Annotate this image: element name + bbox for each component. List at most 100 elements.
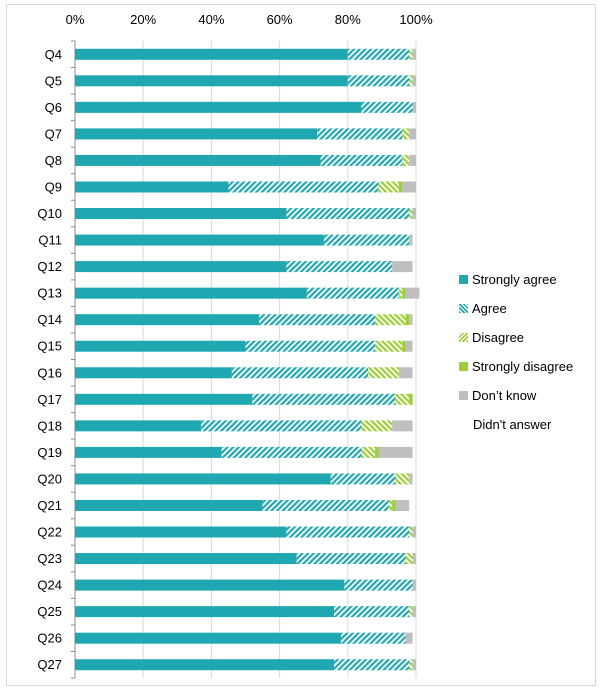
legend-item: Disagree bbox=[459, 323, 573, 352]
bar-segment bbox=[409, 473, 413, 485]
bar-segment bbox=[228, 181, 379, 193]
bar-segment bbox=[409, 75, 413, 87]
bar-segment bbox=[412, 75, 416, 87]
legend-label: Don’t know bbox=[472, 388, 537, 403]
y-tick-label: Q18 bbox=[37, 418, 62, 433]
x-tick-label: 80% bbox=[335, 12, 361, 27]
y-tick-label: Q20 bbox=[37, 471, 62, 486]
bar-segment bbox=[75, 553, 297, 565]
legend: Strongly agree Agree Disagree Strongly d… bbox=[459, 265, 573, 439]
bar-segment bbox=[323, 234, 410, 246]
bar-segment bbox=[398, 287, 403, 299]
bar-segment bbox=[361, 101, 413, 113]
bar-segment bbox=[412, 606, 416, 618]
legend-swatch bbox=[459, 391, 468, 400]
bar-segment bbox=[320, 154, 403, 166]
bar-segment bbox=[409, 234, 413, 246]
bar-segment bbox=[75, 261, 287, 273]
bar-segment bbox=[286, 261, 393, 273]
bar-segment bbox=[75, 314, 260, 326]
legend-item: Didn't answer bbox=[459, 410, 573, 439]
bar-segment bbox=[409, 659, 413, 671]
bar-segment bbox=[405, 632, 413, 644]
bar-segment bbox=[262, 499, 389, 511]
legend-item: Strongly disagree bbox=[459, 352, 573, 381]
bar-segment bbox=[409, 128, 416, 140]
bar-segment bbox=[330, 473, 396, 485]
bar-segment bbox=[75, 101, 362, 113]
bar-segment bbox=[412, 48, 416, 60]
bar-segment bbox=[334, 606, 410, 618]
bar-segment bbox=[75, 75, 348, 87]
bar-segment bbox=[409, 393, 413, 405]
bar-segment bbox=[392, 261, 413, 273]
bar-segment bbox=[75, 499, 263, 511]
bar-segment bbox=[412, 526, 416, 538]
y-tick-label: Q12 bbox=[37, 259, 62, 274]
bar-segment bbox=[344, 579, 413, 591]
bar-segment bbox=[75, 632, 341, 644]
chart-frame bbox=[6, 4, 596, 686]
legend-label: Didn't answer bbox=[473, 417, 552, 432]
bar-segment bbox=[375, 314, 406, 326]
y-tick-label: Q17 bbox=[37, 392, 62, 407]
bar-segment bbox=[412, 208, 416, 220]
bar-segment bbox=[231, 367, 369, 379]
y-tick-label: Q5 bbox=[45, 73, 62, 88]
bar-segment bbox=[412, 101, 416, 113]
bar-segment bbox=[334, 659, 410, 671]
bar-segment bbox=[306, 287, 399, 299]
bar-segment bbox=[405, 340, 413, 352]
legend-label: Disagree bbox=[472, 330, 525, 345]
bar-segment bbox=[75, 208, 287, 220]
bar-segment bbox=[201, 420, 362, 432]
y-tick-label: Q8 bbox=[45, 153, 62, 168]
bar-segment bbox=[388, 499, 393, 511]
bar-segment bbox=[412, 579, 416, 591]
bar-segment bbox=[75, 154, 321, 166]
bar-segment bbox=[75, 128, 318, 140]
bar-segment bbox=[252, 393, 396, 405]
bar-segment bbox=[368, 367, 399, 379]
bar-segment bbox=[75, 367, 232, 379]
x-tick-label: 60% bbox=[267, 12, 293, 27]
bar-segment bbox=[75, 340, 246, 352]
y-tick-label: Q24 bbox=[37, 578, 62, 593]
bar-segment bbox=[395, 499, 410, 511]
y-tick-label: Q6 bbox=[45, 100, 62, 115]
y-tick-label: Q13 bbox=[37, 286, 62, 301]
bar-segment bbox=[75, 659, 335, 671]
bar-segment bbox=[405, 314, 410, 326]
legend-label: Strongly disagree bbox=[472, 359, 574, 374]
x-tick-label: 100% bbox=[399, 12, 433, 27]
bar-segment bbox=[317, 128, 403, 140]
bar-segment bbox=[378, 181, 399, 193]
y-tick-label: Q21 bbox=[37, 498, 62, 513]
y-tick-label: Q27 bbox=[37, 657, 62, 672]
bar-segment bbox=[75, 48, 348, 60]
legend-item: Don’t know bbox=[459, 381, 573, 410]
y-tick-label: Q10 bbox=[37, 206, 62, 221]
legend-item: Strongly agree bbox=[459, 265, 573, 294]
bar-segment bbox=[402, 128, 410, 140]
legend-item: Agree bbox=[459, 294, 573, 323]
bar-segment bbox=[75, 420, 202, 432]
bar-segment bbox=[375, 446, 379, 458]
bar-segment bbox=[398, 181, 403, 193]
y-tick-label: Q7 bbox=[45, 126, 62, 141]
bar-segment bbox=[75, 606, 335, 618]
bar-segment bbox=[361, 446, 376, 458]
bar-segment bbox=[402, 340, 406, 352]
x-tick-label: 20% bbox=[130, 12, 156, 27]
bar-segment bbox=[75, 526, 287, 538]
bar-segment bbox=[409, 526, 413, 538]
bar-segment bbox=[398, 367, 413, 379]
bar-segment bbox=[395, 473, 410, 485]
y-tick-label: Q16 bbox=[37, 365, 62, 380]
legend-swatch bbox=[459, 333, 468, 342]
bar-segment bbox=[412, 553, 416, 565]
y-tick-label: Q4 bbox=[45, 47, 62, 62]
y-tick-label: Q26 bbox=[37, 631, 62, 646]
y-tick-label: Q11 bbox=[38, 233, 62, 248]
bar-segment bbox=[412, 659, 416, 671]
